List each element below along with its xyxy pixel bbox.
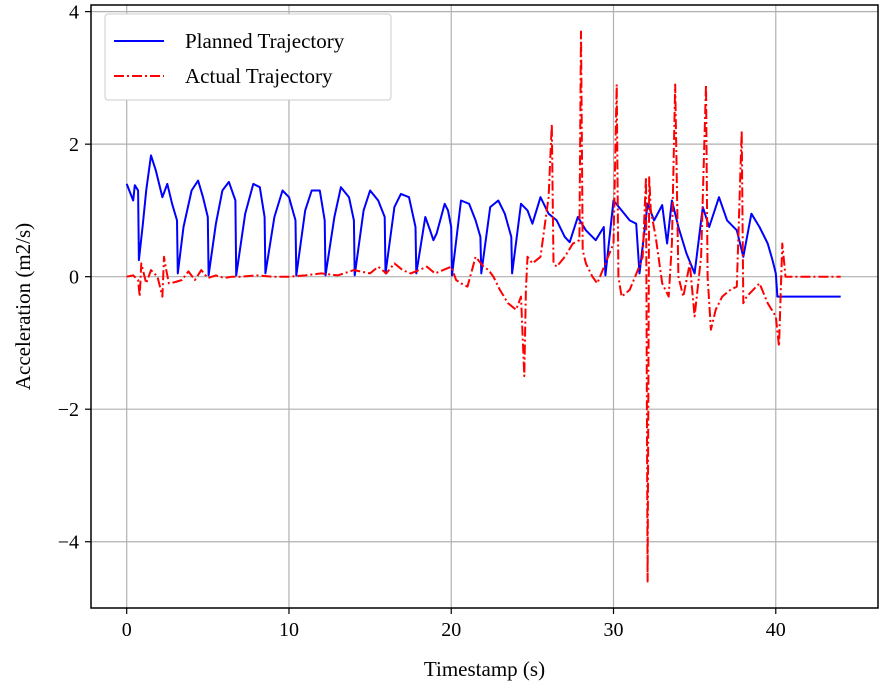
x-tick-label-0: 0 (122, 619, 132, 641)
x-axis-label: Timestamp (s) (424, 657, 545, 681)
series-line-actual (126, 30, 841, 583)
plot-frame (90, 4, 879, 609)
legend: Planned Trajectory Actual Trajectory (104, 13, 392, 101)
y-tick-label-3: 2 (69, 134, 79, 156)
y-axis-label: Acceleration (m2/s) (11, 223, 35, 390)
series-layer (125, 30, 841, 583)
y-tick-label-0: −4 (58, 532, 79, 554)
x-tick-label-4: 40 (766, 619, 786, 641)
legend-box (104, 13, 392, 101)
axis-ticks: 0 10 20 30 40 −4 −2 0 2 4 (58, 2, 786, 641)
x-tick-label-1: 10 (279, 619, 299, 641)
x-tick-label-2: 20 (441, 619, 461, 641)
legend-label-actual: Actual Trajectory (185, 64, 333, 88)
x-tick-label-3: 30 (604, 619, 624, 641)
y-tick-label-2: 0 (69, 267, 79, 289)
grid-lines (91, 5, 878, 608)
legend-label-planned: Planned Trajectory (185, 29, 345, 53)
series-line-planned (125, 154, 841, 298)
y-tick-label-1: −2 (58, 399, 79, 421)
y-tick-label-4: 4 (69, 2, 79, 24)
